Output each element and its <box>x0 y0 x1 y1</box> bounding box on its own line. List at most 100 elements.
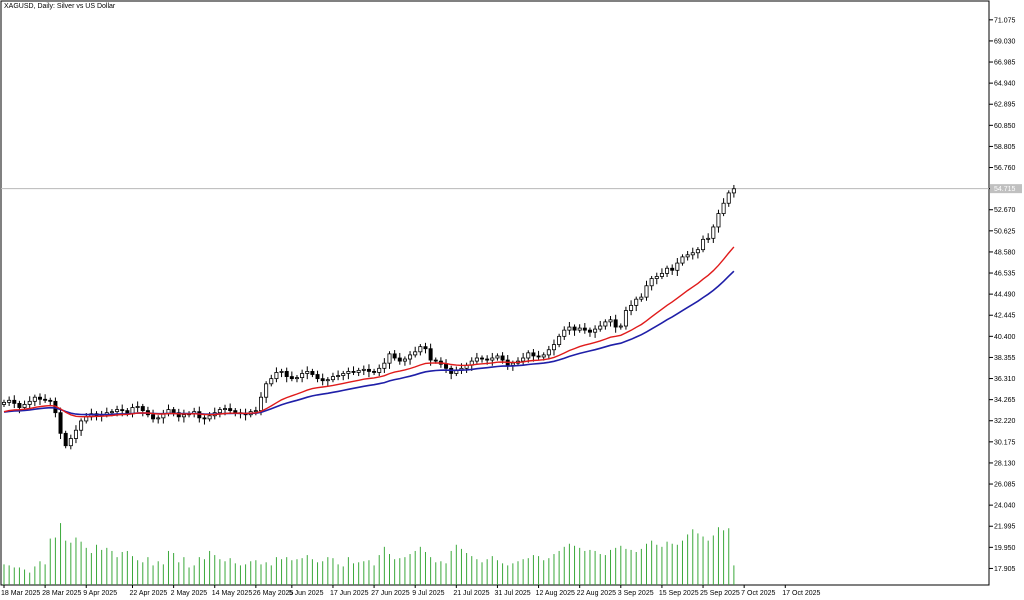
candle[interactable] <box>675 258 680 276</box>
candle[interactable] <box>305 366 310 380</box>
candle[interactable] <box>346 367 351 380</box>
candle[interactable] <box>320 373 325 386</box>
candle[interactable] <box>613 314 618 333</box>
candle[interactable] <box>387 351 392 369</box>
time-axis[interactable]: 18 Mar 2025 28 Mar 2025 9 Apr 2025 22 Apr 2… <box>1 585 821 597</box>
candle[interactable] <box>382 358 387 373</box>
candle[interactable] <box>351 366 356 376</box>
candle[interactable] <box>176 408 181 422</box>
candle[interactable] <box>310 368 315 378</box>
candle[interactable] <box>325 377 330 387</box>
candle[interactable] <box>269 374 274 387</box>
candle[interactable] <box>2 399 7 408</box>
candle[interactable] <box>48 397 53 405</box>
candle[interactable] <box>336 370 341 381</box>
candle[interactable] <box>330 372 335 383</box>
candle[interactable] <box>551 339 556 356</box>
candle[interactable] <box>598 320 603 332</box>
candle[interactable] <box>629 300 634 316</box>
candle[interactable] <box>670 264 675 275</box>
candle[interactable] <box>228 403 233 414</box>
candle[interactable] <box>634 296 639 312</box>
candle[interactable] <box>685 251 690 261</box>
candle[interactable] <box>726 190 731 207</box>
candle[interactable] <box>37 393 42 405</box>
candle[interactable] <box>680 254 685 266</box>
candle[interactable] <box>731 184 736 198</box>
candle[interactable] <box>690 247 695 260</box>
candle[interactable] <box>79 418 84 436</box>
candle[interactable] <box>577 324 582 333</box>
candle[interactable] <box>372 368 377 376</box>
candle[interactable] <box>12 395 17 409</box>
candle[interactable] <box>392 350 397 361</box>
candle[interactable] <box>536 350 541 360</box>
candle[interactable] <box>140 403 145 417</box>
candle[interactable] <box>665 265 670 278</box>
candle[interactable] <box>490 352 495 366</box>
candle[interactable] <box>418 344 423 356</box>
candle[interactable] <box>474 352 479 364</box>
candle[interactable] <box>217 407 222 418</box>
price-axis[interactable]: 71.075 69.030 66.985 64.940 62.895 60.850 58.8… <box>989 17 1016 573</box>
candle[interactable] <box>32 394 37 406</box>
candle[interactable] <box>521 352 526 365</box>
candle[interactable] <box>27 396 32 409</box>
candle[interactable] <box>341 370 346 381</box>
candle[interactable] <box>68 434 73 450</box>
candle[interactable] <box>659 268 664 280</box>
candle[interactable] <box>711 224 716 243</box>
candle[interactable] <box>567 321 572 335</box>
candle[interactable] <box>695 247 700 259</box>
candle[interactable] <box>413 346 418 358</box>
candle[interactable] <box>582 323 587 334</box>
candle[interactable] <box>531 349 536 362</box>
candle[interactable] <box>300 369 305 383</box>
candle[interactable] <box>377 364 382 377</box>
candle[interactable] <box>562 326 567 340</box>
candle[interactable] <box>603 319 608 330</box>
candle[interactable] <box>397 352 402 365</box>
candle[interactable] <box>202 415 207 425</box>
candle[interactable] <box>58 407 63 439</box>
candle[interactable] <box>721 198 726 217</box>
candle[interactable] <box>706 233 711 243</box>
candle[interactable] <box>73 425 78 444</box>
candle[interactable] <box>654 272 659 285</box>
candle[interactable] <box>289 371 294 382</box>
candle[interactable] <box>495 353 500 361</box>
candle[interactable] <box>644 280 649 301</box>
candle[interactable] <box>264 381 269 403</box>
candle[interactable] <box>587 327 592 337</box>
candle[interactable] <box>557 333 562 348</box>
candle[interactable] <box>274 367 279 383</box>
candle[interactable] <box>623 306 628 330</box>
candle[interactable] <box>366 364 371 378</box>
candle[interactable] <box>408 351 413 365</box>
candle[interactable] <box>608 316 613 327</box>
candle[interactable] <box>315 370 320 383</box>
candle[interactable] <box>428 343 433 366</box>
candle[interactable] <box>151 409 156 423</box>
candle[interactable] <box>639 293 644 302</box>
candle[interactable] <box>43 394 48 403</box>
candle[interactable] <box>294 375 299 383</box>
candle[interactable] <box>7 396 12 406</box>
candle[interactable] <box>716 209 721 233</box>
candle[interactable] <box>402 356 407 366</box>
candle[interactable] <box>546 345 551 360</box>
candle[interactable] <box>649 275 654 291</box>
candle[interactable] <box>135 401 140 413</box>
candle[interactable] <box>361 365 366 376</box>
candle[interactable] <box>279 368 284 378</box>
candle[interactable] <box>284 367 289 383</box>
candle[interactable] <box>701 235 706 253</box>
candle[interactable] <box>356 367 361 377</box>
candle[interactable] <box>181 409 186 423</box>
candle[interactable] <box>480 355 485 363</box>
candle[interactable] <box>572 324 577 336</box>
candle[interactable] <box>593 325 598 338</box>
candle[interactable] <box>423 342 428 354</box>
